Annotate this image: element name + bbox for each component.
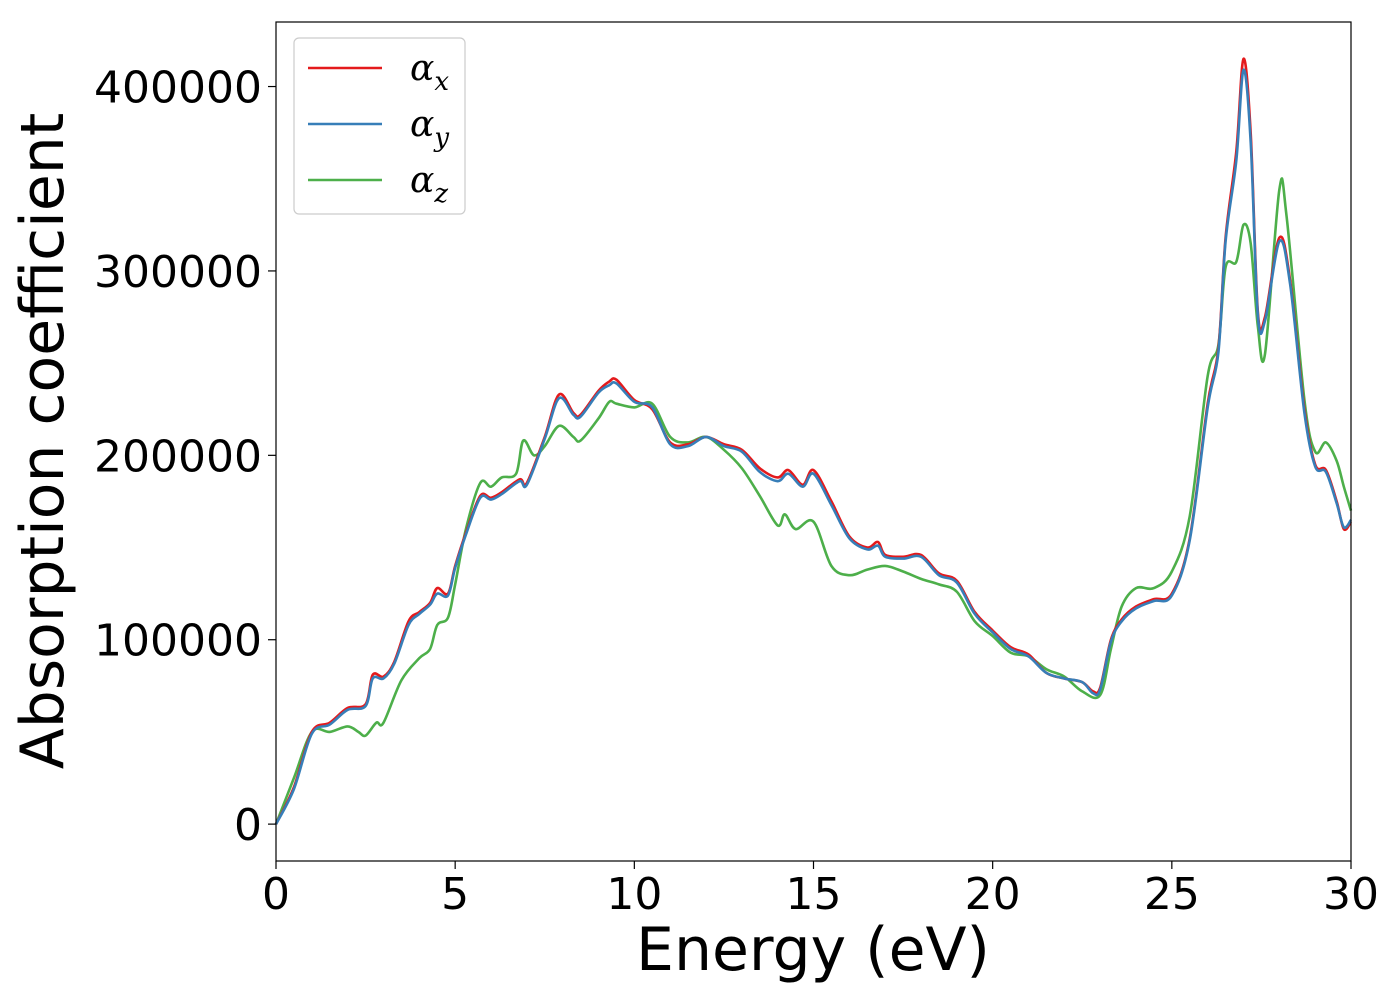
x-tick-label: 10 (606, 869, 662, 920)
legend-label-y: αy (410, 104, 449, 153)
x-tick-label: 5 (441, 869, 469, 920)
legend-symbol: α (410, 160, 434, 201)
x-tick-label: 0 (262, 869, 290, 920)
x-axis-label: Energy (eV) (636, 915, 990, 985)
series-line-y (274, 68, 1353, 825)
x-tick-label: 20 (965, 869, 1021, 920)
x-tick-label: 25 (1144, 869, 1200, 920)
series-layer (274, 57, 1353, 825)
legend-symbol: α (410, 48, 434, 89)
series-line-z (274, 177, 1353, 825)
legend-subscript: z (433, 179, 448, 209)
x-axis-ticks: 0 5 10 15 20 25 30 (262, 861, 1379, 920)
legend-subscript: y (433, 123, 449, 153)
x-tick-label: 15 (786, 869, 842, 920)
y-axis-label: Absorption coefficient (8, 113, 78, 770)
y-tick-label: 100000 (94, 616, 262, 667)
x-tick-label: 30 (1323, 869, 1379, 920)
y-tick-label: 0 (234, 800, 262, 851)
legend-subscript: x (434, 67, 449, 97)
y-tick-label: 200000 (94, 431, 262, 482)
legend-frame (293, 37, 466, 215)
y-tick-label: 400000 (94, 63, 262, 114)
y-tick-label: 300000 (94, 247, 262, 298)
legend-label-x: αx (410, 48, 449, 97)
plot-frame (275, 21, 1352, 862)
legend-label-z: αz (410, 160, 448, 209)
legend-symbol: α (410, 104, 434, 145)
y-axis-ticks: 0 100000 200000 300000 400000 (94, 63, 276, 851)
